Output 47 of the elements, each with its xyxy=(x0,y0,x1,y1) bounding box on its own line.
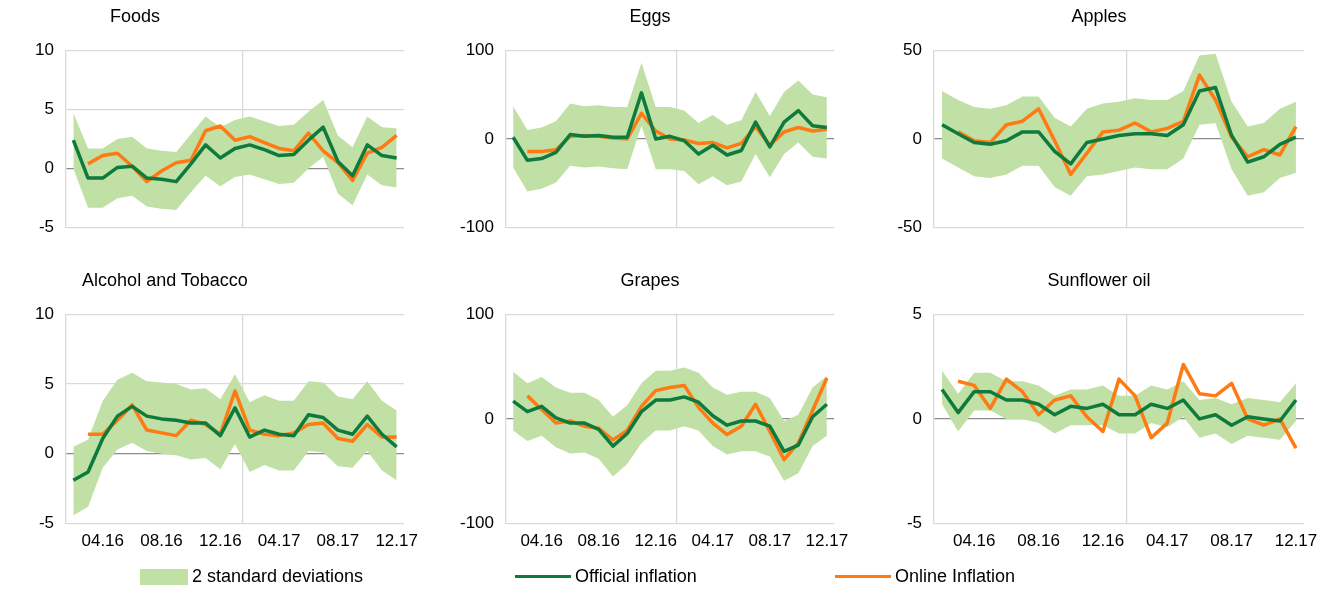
x-tick-label: 12.17 xyxy=(805,531,849,551)
y-tick-label: -50 xyxy=(897,217,922,237)
x-tick-label: 04.17 xyxy=(257,531,301,551)
y-tick-label: -100 xyxy=(459,513,494,533)
x-tick-label: 08.16 xyxy=(1017,531,1060,551)
legend-label: Online Inflation xyxy=(895,566,1016,587)
chart-title: Alcohol and Tobacco xyxy=(81,269,249,292)
y-tick-label: 0 xyxy=(44,443,54,463)
y-tick-label: 10 xyxy=(35,303,54,323)
y-tick-label: 0 xyxy=(912,128,922,148)
y-tick-label: 100 xyxy=(465,303,494,323)
y-tick-label: 5 xyxy=(44,99,54,119)
chart-title: Foods xyxy=(109,5,161,28)
x-tick-label: 12.17 xyxy=(1274,531,1318,551)
chart-title: Grapes xyxy=(619,269,681,292)
x-tick-label: 04.16 xyxy=(520,531,563,551)
chart-title: Eggs xyxy=(628,5,672,28)
legend-label: 2 standard deviations xyxy=(192,566,364,587)
y-tick-label: 5 xyxy=(44,373,54,393)
x-tick-label: 12.16 xyxy=(199,531,242,551)
x-tick-label: 04.17 xyxy=(691,531,735,551)
y-tick-label: -5 xyxy=(38,217,54,237)
x-tick-label: 08.16 xyxy=(140,531,183,551)
x-tick-label: 12.16 xyxy=(1081,531,1125,551)
x-tick-label: 08.17 xyxy=(316,531,360,551)
y-tick-label: -5 xyxy=(38,513,54,533)
x-tick-label: 04.16 xyxy=(81,531,125,551)
y-tick-label: 0 xyxy=(484,408,494,428)
x-tick-label: 08.17 xyxy=(1210,531,1253,551)
y-tick-label: 0 xyxy=(484,128,494,148)
x-tick-label: 12.17 xyxy=(375,531,418,551)
x-tick-label: 08.16 xyxy=(577,531,620,551)
x-tick-label: 12.16 xyxy=(634,531,678,551)
y-tick-label: 0 xyxy=(44,158,54,178)
y-tick-label: 50 xyxy=(903,39,922,59)
legend-label: Official inflation xyxy=(575,566,697,587)
x-tick-label: 08.17 xyxy=(748,531,792,551)
y-tick-label: 10 xyxy=(35,39,54,59)
chart-title: Sunflower oil xyxy=(1046,269,1152,292)
x-tick-label: 04.16 xyxy=(952,531,996,551)
y-tick-label: 0 xyxy=(912,408,922,428)
y-tick-label: -100 xyxy=(459,217,494,237)
y-tick-label: 100 xyxy=(465,39,494,59)
chart-title: Apples xyxy=(1070,5,1128,28)
y-tick-label: 5 xyxy=(912,303,922,323)
y-tick-label: -5 xyxy=(906,513,922,533)
x-tick-label: 04.17 xyxy=(1145,531,1189,551)
